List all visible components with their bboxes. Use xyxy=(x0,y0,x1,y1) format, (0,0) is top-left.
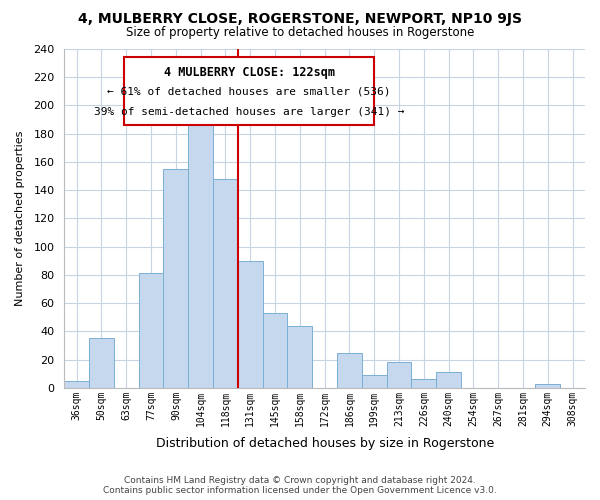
Text: 4, MULBERRY CLOSE, ROGERSTONE, NEWPORT, NP10 9JS: 4, MULBERRY CLOSE, ROGERSTONE, NEWPORT, … xyxy=(78,12,522,26)
Text: 4 MULBERRY CLOSE: 122sqm: 4 MULBERRY CLOSE: 122sqm xyxy=(164,66,335,79)
Bar xyxy=(436,372,461,388)
Bar xyxy=(163,169,188,388)
Bar xyxy=(362,375,386,388)
Bar xyxy=(412,380,436,388)
Bar xyxy=(139,274,163,388)
Bar xyxy=(213,179,238,388)
Bar xyxy=(64,381,89,388)
Bar xyxy=(535,384,560,388)
Bar xyxy=(263,313,287,388)
Bar xyxy=(337,352,362,388)
Text: 39% of semi-detached houses are larger (341) →: 39% of semi-detached houses are larger (… xyxy=(94,106,404,117)
Y-axis label: Number of detached properties: Number of detached properties xyxy=(15,130,25,306)
Text: Size of property relative to detached houses in Rogerstone: Size of property relative to detached ho… xyxy=(126,26,474,39)
FancyBboxPatch shape xyxy=(124,58,374,125)
Bar xyxy=(386,362,412,388)
X-axis label: Distribution of detached houses by size in Rogerstone: Distribution of detached houses by size … xyxy=(155,437,494,450)
Bar xyxy=(188,106,213,388)
Text: ← 61% of detached houses are smaller (536): ← 61% of detached houses are smaller (53… xyxy=(107,86,391,97)
Bar xyxy=(287,326,312,388)
Text: Contains HM Land Registry data © Crown copyright and database right 2024.
Contai: Contains HM Land Registry data © Crown c… xyxy=(103,476,497,495)
Bar xyxy=(89,338,114,388)
Bar xyxy=(238,261,263,388)
